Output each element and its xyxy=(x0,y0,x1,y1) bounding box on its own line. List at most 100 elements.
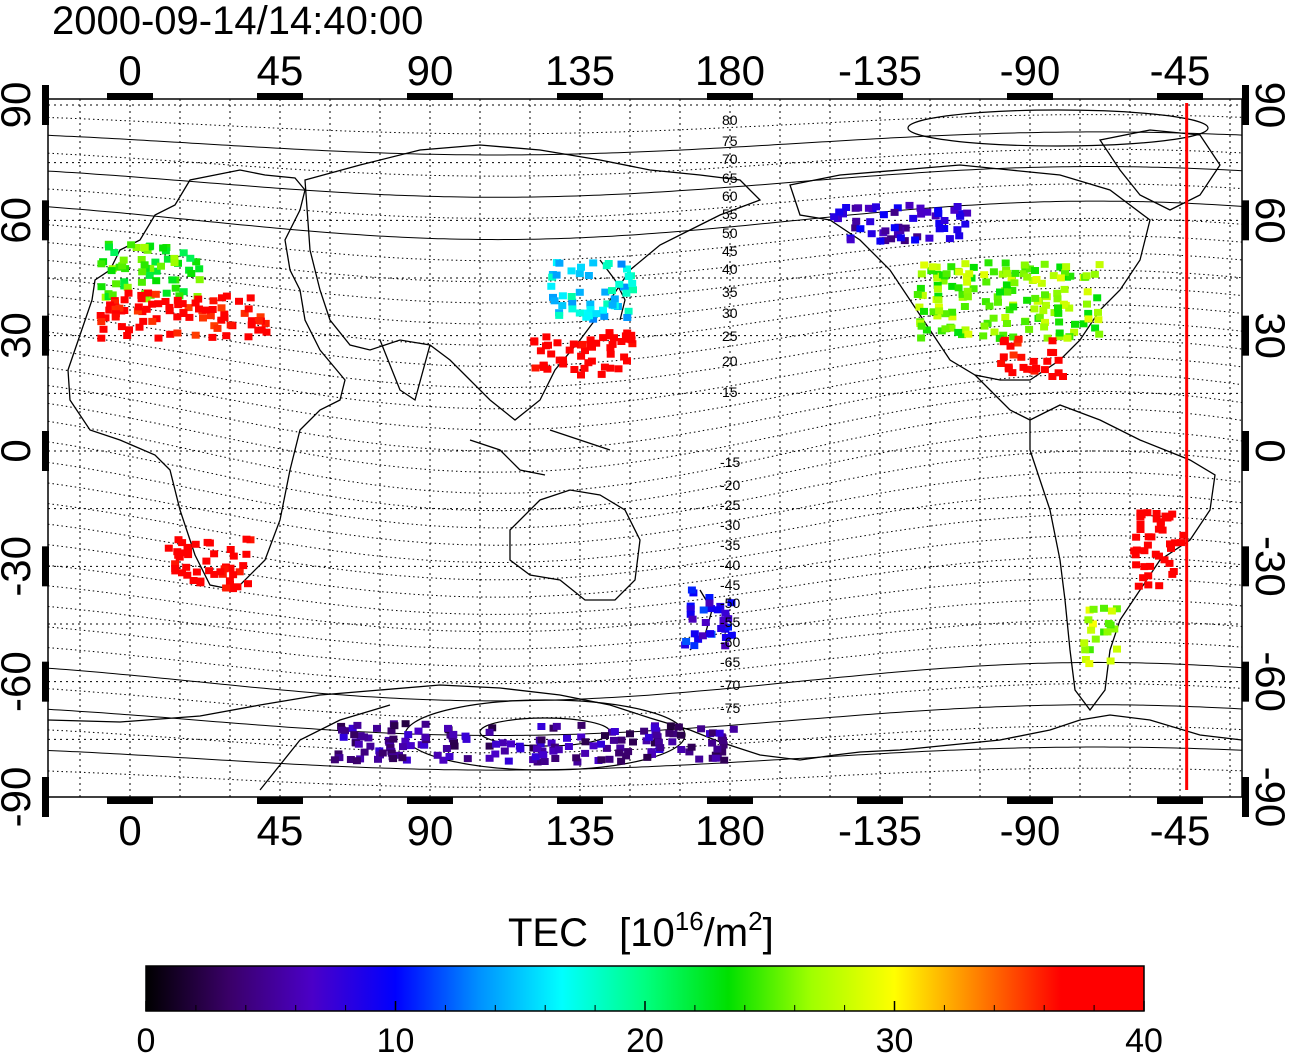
tec-cell xyxy=(244,333,253,341)
tec-cell xyxy=(961,220,970,228)
tec-cell xyxy=(719,620,728,628)
tec-cell xyxy=(120,296,129,304)
tec-cell xyxy=(1065,304,1074,312)
tec-cell xyxy=(570,366,579,373)
tec-cell xyxy=(1004,365,1013,373)
tec-cell xyxy=(586,336,595,344)
tec-cell xyxy=(1134,582,1143,590)
tec-cell xyxy=(941,310,950,318)
tec-cell xyxy=(610,728,619,735)
tec-cell xyxy=(933,274,942,282)
tec-cell xyxy=(713,745,722,753)
tec-cell xyxy=(421,720,430,728)
tec-cell xyxy=(708,739,717,747)
tec-cell xyxy=(1006,342,1015,350)
tec-cell xyxy=(152,315,161,323)
tec-cell xyxy=(552,722,561,730)
tec-cell xyxy=(934,210,943,218)
tec-cell xyxy=(194,295,203,303)
right-lat-label: 0 xyxy=(1247,439,1292,462)
tec-cell xyxy=(917,334,926,342)
tec-cell xyxy=(144,289,152,297)
tec-cell xyxy=(240,309,249,317)
contour-label: 70 xyxy=(722,151,738,167)
tec-cell xyxy=(183,543,192,551)
tec-cell xyxy=(989,268,998,276)
colorbar-unit-sup1: 16 xyxy=(675,906,704,936)
tec-cell xyxy=(994,298,1002,306)
tec-cell xyxy=(531,364,540,372)
tec-cell xyxy=(890,208,899,216)
tec-cell xyxy=(106,301,115,309)
tec-cell xyxy=(592,339,601,347)
tec-cell xyxy=(257,326,266,334)
tec-cell xyxy=(450,742,459,750)
tec-cell xyxy=(842,204,851,211)
tec-cell xyxy=(1041,291,1049,299)
tec-cell xyxy=(708,729,717,737)
left-lat-label: -30 xyxy=(0,536,39,597)
tec-cell xyxy=(600,312,609,320)
lat-lon-grid xyxy=(48,99,1242,797)
tec-cell xyxy=(589,742,598,750)
contour-line xyxy=(48,339,1242,410)
tec-cell xyxy=(191,331,200,339)
tec-cell xyxy=(965,270,974,278)
tec-cell xyxy=(985,302,994,310)
tec-cell xyxy=(1047,348,1056,356)
tec-cell xyxy=(242,535,251,543)
tec-cell xyxy=(913,291,922,298)
contour-label: -55 xyxy=(720,614,740,630)
tec-cell xyxy=(485,754,494,762)
tec-cell xyxy=(996,288,1004,296)
coastline xyxy=(789,164,1151,381)
right-lat-label: 60 xyxy=(1247,197,1292,244)
contour-label: -50 xyxy=(720,595,740,611)
tec-cell xyxy=(629,286,637,294)
tec-cell xyxy=(587,341,595,349)
contour-label: 35 xyxy=(722,284,738,300)
tec-cell xyxy=(140,243,149,251)
tec-cell xyxy=(690,630,699,638)
tec-cell xyxy=(628,340,637,348)
tec-cell xyxy=(654,738,663,746)
tec-cell xyxy=(1132,561,1141,569)
tec-cell xyxy=(165,307,174,315)
tec-cell xyxy=(1029,357,1038,365)
tec-cell xyxy=(916,204,925,212)
colorbar-tick-label: 20 xyxy=(626,1022,664,1057)
tec-cell xyxy=(555,311,564,319)
tec-cell xyxy=(101,314,110,322)
tec-cell xyxy=(615,280,624,288)
tec-cell xyxy=(713,606,722,614)
tec-cell xyxy=(1001,314,1010,321)
tec-cell xyxy=(644,733,653,741)
tec-cell xyxy=(217,304,226,312)
tec-cell xyxy=(124,289,133,297)
tec-cell xyxy=(189,577,198,584)
tec-cell xyxy=(210,550,219,558)
tec-cell xyxy=(335,754,344,762)
right-latitude-labels: 90 60 30 0 -30 -60 -90 xyxy=(1247,82,1292,828)
tec-cell xyxy=(901,224,910,232)
colorbar: TEC [1016/m2] 0 10 20 30 40 xyxy=(137,906,1163,1057)
tec-cell xyxy=(99,325,108,333)
contour-line xyxy=(48,408,1242,494)
tec-cell xyxy=(851,224,860,232)
tec-cell xyxy=(1002,281,1011,289)
tec-cell xyxy=(202,557,211,565)
tec-cell xyxy=(233,583,242,591)
contour-line xyxy=(48,390,1242,473)
contour-line xyxy=(48,131,1242,156)
tec-cell xyxy=(589,315,598,323)
tec-cell xyxy=(140,261,149,269)
left-tick xyxy=(42,315,49,356)
tec-cell xyxy=(589,259,598,267)
tec-cell xyxy=(917,210,926,218)
tec-cell xyxy=(182,563,191,571)
contour-label: -65 xyxy=(720,654,740,670)
contour-line xyxy=(48,429,1242,512)
tec-cell xyxy=(145,271,154,279)
tec-cell xyxy=(1140,547,1149,555)
